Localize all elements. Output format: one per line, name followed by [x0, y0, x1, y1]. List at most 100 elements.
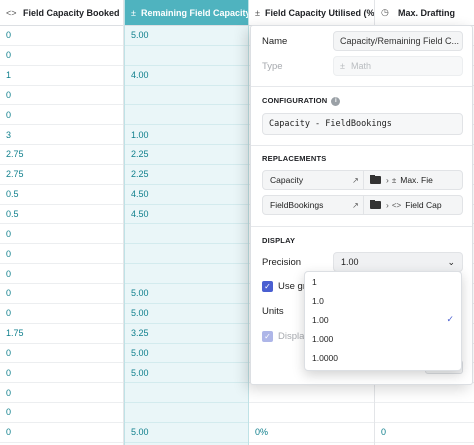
table-cell[interactable] — [125, 46, 248, 66]
name-label: Name — [262, 35, 288, 47]
table-cell[interactable]: 1 — [0, 66, 123, 86]
table-cell[interactable]: 2.25 — [125, 145, 248, 165]
display-label: Display — [278, 330, 310, 342]
chevron-right-icon: › — [386, 175, 389, 185]
precision-select[interactable]: 1.00 ⌄ — [333, 252, 463, 272]
table-cell[interactable]: 2.75 — [0, 145, 123, 165]
column-header-label: Field Capacity Booked — [23, 7, 120, 18]
replacement-row[interactable]: Capacity ↗ › ± Max. Fie — [262, 170, 463, 190]
configuration-heading: CONFIGURATION i — [262, 96, 341, 106]
table-cell[interactable]: 0 — [0, 26, 123, 46]
table-cell[interactable]: 5.00 — [125, 304, 248, 324]
info-icon[interactable]: i — [331, 96, 341, 106]
replacement-target[interactable]: › ± Max. Fie — [364, 175, 462, 185]
table-cell[interactable]: 0% — [249, 423, 374, 443]
chevron-right-icon: › — [386, 200, 389, 210]
table-cell[interactable]: 1.75 — [0, 324, 123, 344]
display-checkbox[interactable]: ✓ — [262, 330, 273, 342]
precision-option[interactable]: 1.0000 — [305, 348, 461, 367]
precision-option-label: 1.0 — [312, 295, 324, 306]
table-cell[interactable] — [125, 403, 248, 423]
column-header-label: Field Capacity Utilised (%) — [264, 7, 374, 18]
column-header[interactable]: ± Remaining Field Capacity — [125, 0, 248, 26]
table-cell[interactable]: 3 — [0, 125, 123, 146]
name-input[interactable]: Capacity/Remaining Field C... — [333, 31, 463, 51]
table-cell[interactable] — [249, 383, 374, 404]
table-cell[interactable]: 0 — [0, 105, 123, 126]
table-cell[interactable]: 0 — [0, 403, 123, 423]
precision-option-label: 1 — [312, 276, 317, 287]
table-cell[interactable]: 2.75 — [0, 165, 123, 185]
type-select: ± Math — [333, 56, 463, 76]
precision-option[interactable]: 1.0 — [305, 291, 461, 310]
math-formula-icon: ± — [131, 7, 136, 18]
table-cell[interactable]: 5.00 — [125, 284, 248, 304]
precision-option[interactable]: 1.000 — [305, 329, 461, 348]
precision-option-label: 1.00 — [312, 314, 329, 325]
precision-label: Precision — [262, 256, 302, 268]
type-label: Type — [262, 60, 283, 72]
table-cell[interactable] — [125, 86, 248, 106]
precision-option-label: 1.000 — [312, 333, 334, 344]
use-grouping-label: Use gro — [278, 280, 312, 292]
table-cell[interactable] — [125, 264, 248, 284]
precision-option[interactable]: 1.00 ✓ — [305, 310, 461, 329]
table-cell[interactable]: 0.5 — [0, 205, 123, 225]
precision-option-label: 1.0000 — [312, 352, 338, 363]
replacement-target-label: Max. Fie — [400, 175, 433, 185]
precision-option[interactable]: 1 — [305, 272, 461, 291]
table-cell[interactable]: 0 — [0, 264, 123, 284]
table-cell[interactable]: 0 — [0, 383, 123, 404]
replacement-target-label: Field Cap — [405, 200, 442, 210]
table-cell[interactable]: 3.25 — [125, 324, 248, 344]
table-cell[interactable] — [125, 105, 248, 126]
table-cell[interactable]: 5.00 — [125, 344, 248, 364]
column-header-label: Max. Drafting — [398, 7, 456, 18]
table-cell[interactable]: 0 — [0, 224, 123, 245]
type-value: Math — [350, 61, 371, 71]
replacement-row[interactable]: FieldBookings ↗ › <> Field Cap — [262, 195, 463, 215]
table-cell[interactable]: 4.50 — [125, 185, 248, 205]
table-cell[interactable] — [375, 383, 474, 404]
table-cell[interactable] — [375, 403, 474, 423]
precision-value: 1.00 — [341, 257, 359, 267]
table-cell[interactable]: 0 — [0, 423, 123, 443]
arrow-up-right-icon: ↗ — [352, 200, 359, 210]
use-grouping-checkbox[interactable]: ✓ — [262, 280, 273, 292]
replacement-target[interactable]: › <> Field Cap — [364, 200, 462, 210]
table-cell[interactable]: 4.00 — [125, 66, 248, 86]
table-cell[interactable]: 0.5 — [0, 185, 123, 205]
table-cell[interactable]: 0 — [0, 86, 123, 106]
table-cell[interactable] — [125, 224, 248, 245]
table-cell[interactable]: 5.00 — [125, 26, 248, 46]
code-icon: <> — [6, 7, 17, 18]
table-cell[interactable]: 1.00 — [125, 125, 248, 146]
column-header[interactable]: ◷ Max. Drafting — [375, 0, 474, 26]
table-cell[interactable]: 5.00 — [125, 423, 248, 443]
table-cell[interactable]: 0 — [0, 284, 123, 304]
math-formula-icon: ± — [255, 7, 260, 18]
table-cell[interactable]: 0 — [0, 46, 123, 66]
chevron-down-icon: ⌄ — [447, 256, 455, 267]
table-cell[interactable]: 2.25 — [125, 165, 248, 185]
table-cell[interactable] — [125, 383, 248, 404]
table-cell[interactable]: 4.50 — [125, 205, 248, 225]
display-heading: DISPLAY — [262, 236, 296, 245]
table-cell[interactable]: 0 — [0, 304, 123, 324]
table-cell[interactable]: 0 — [375, 423, 474, 443]
table-cell[interactable]: 5.00 — [125, 363, 248, 384]
table-cell[interactable]: 0 — [0, 244, 123, 265]
table-cell[interactable]: 0 — [0, 344, 123, 364]
code-icon: <> — [391, 200, 402, 210]
math-formula-icon: ± — [391, 175, 397, 185]
replacement-variable: Capacity — [270, 175, 304, 185]
table-cell[interactable] — [125, 244, 248, 265]
units-label: Units — [262, 305, 284, 317]
column-header[interactable]: ± Field Capacity Utilised (%) — [249, 0, 374, 26]
column-header[interactable]: <> Field Capacity Booked — [0, 0, 123, 26]
table-cell[interactable] — [249, 403, 374, 423]
table-cell[interactable]: 0 — [0, 363, 123, 384]
column-field-capacity-booked: <> Field Capacity Booked 0 0 1 0 0 3 2.75 2.75 0.… — [0, 0, 124, 445]
formula-editor[interactable]: Capacity - FieldBookings — [262, 113, 463, 135]
